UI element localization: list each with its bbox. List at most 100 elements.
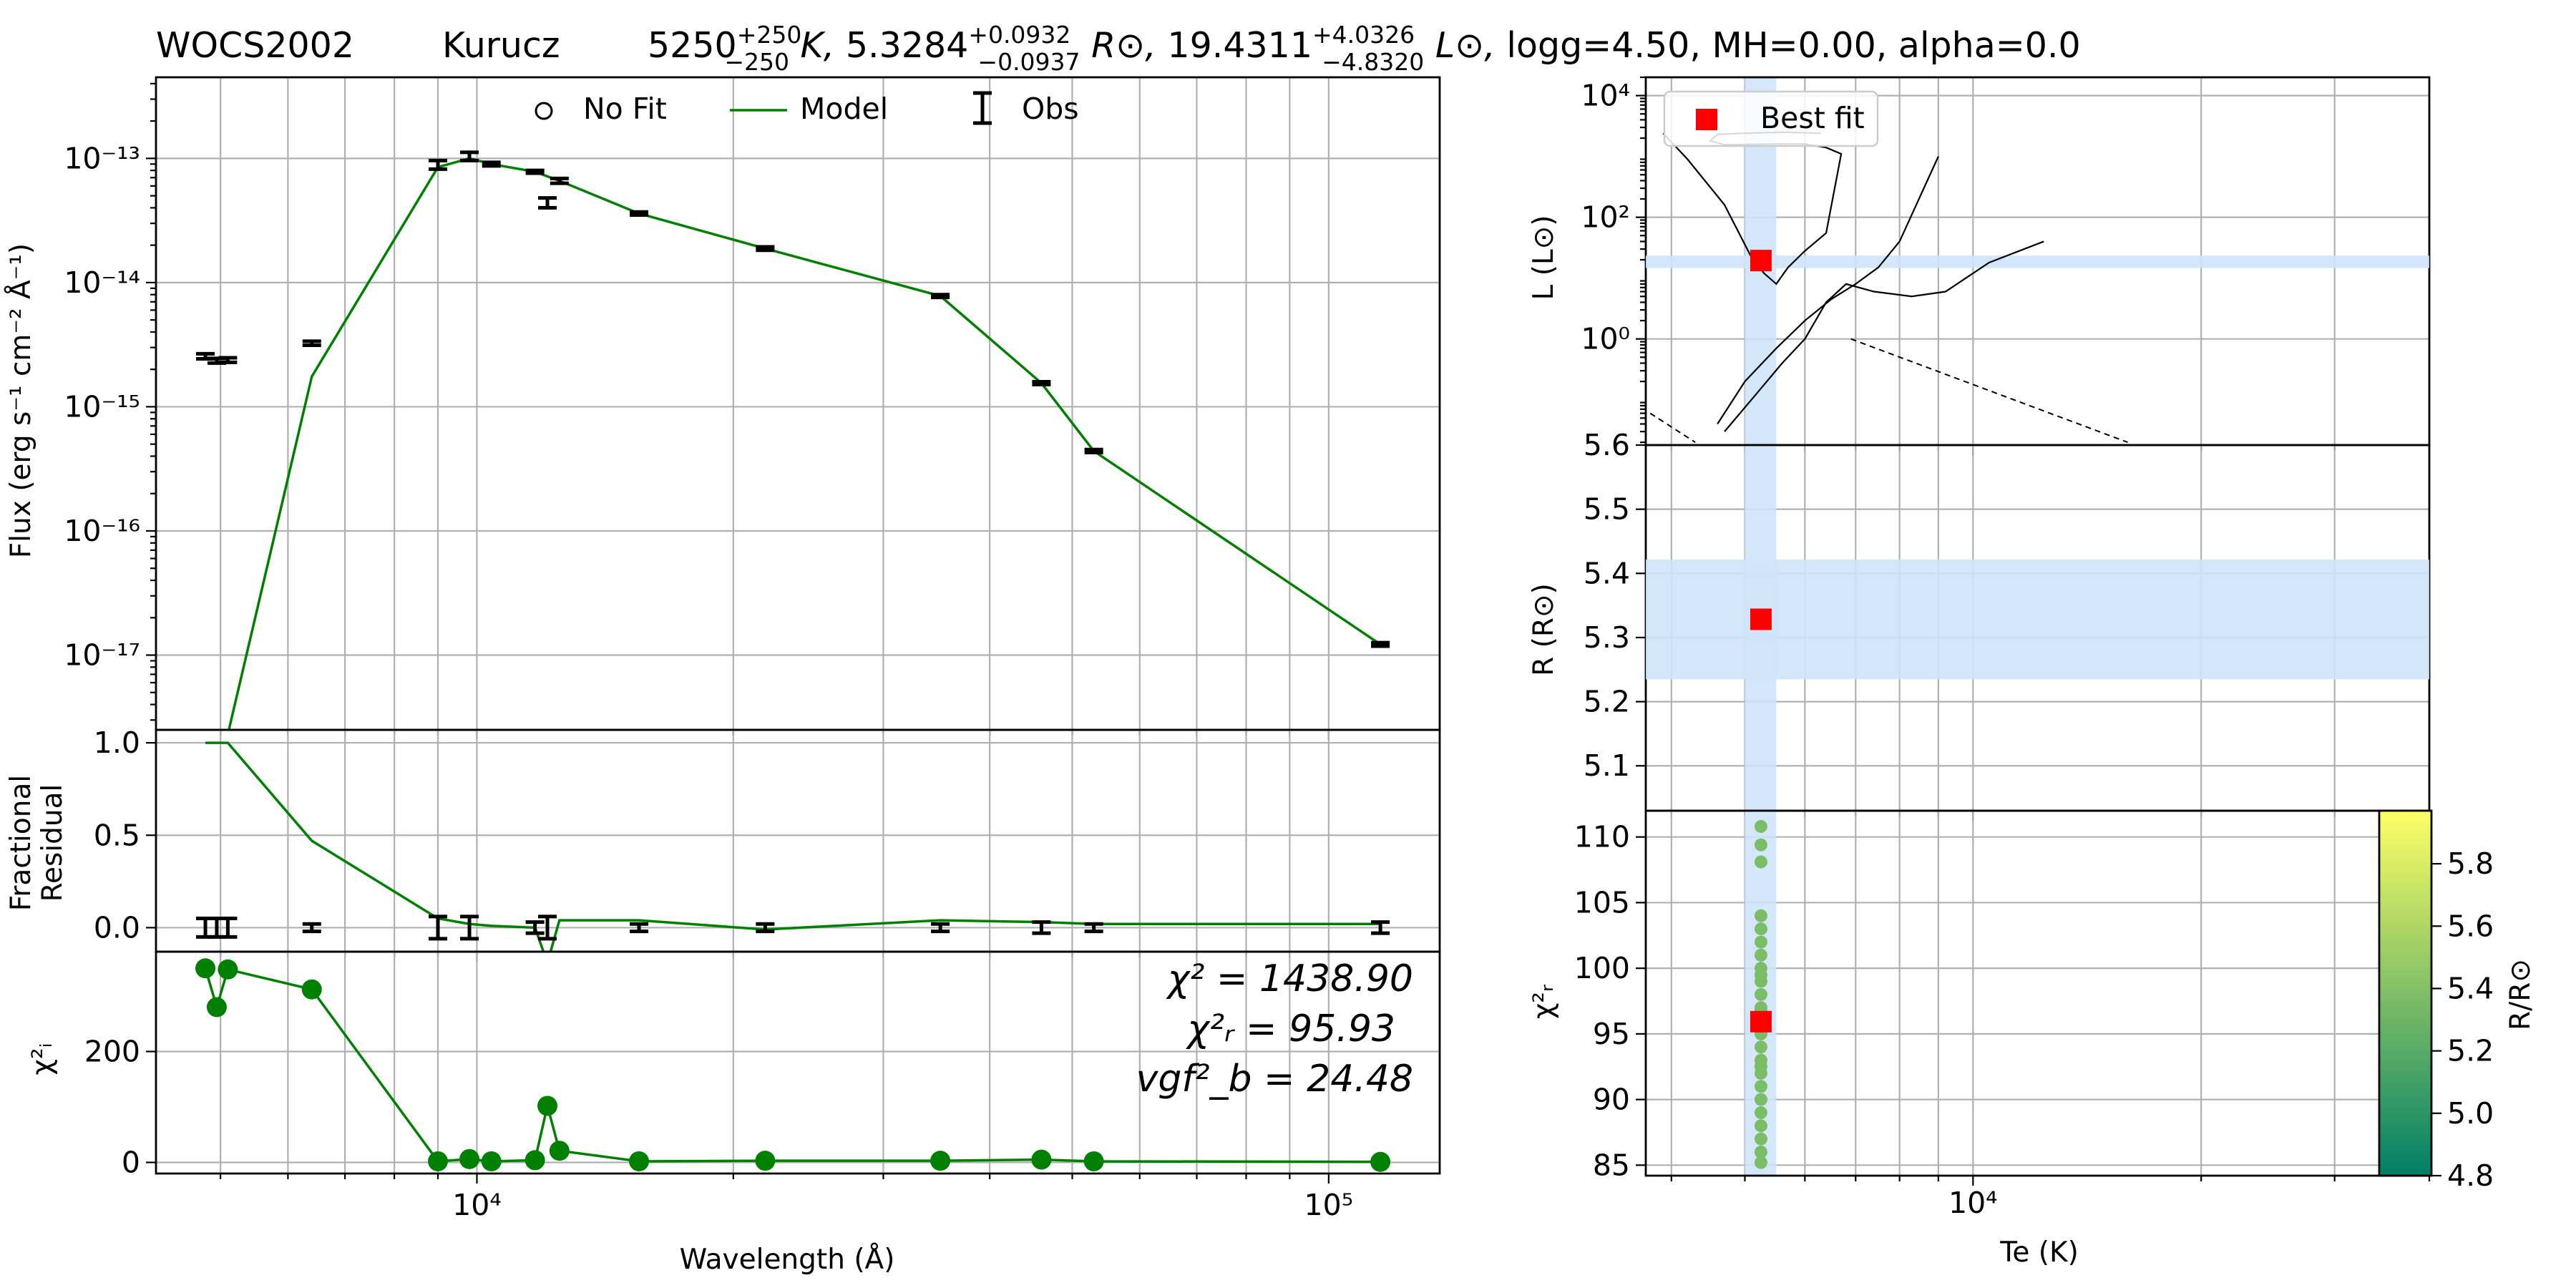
y-tick-label: 5.4 [1584,556,1630,590]
axes-frame [155,950,1441,1175]
dashed-line [1850,338,2128,444]
colorbar-gradient [2378,809,2433,1177]
colorbar-tick-label: 5.4 [2447,971,2494,1005]
residual-point [1371,920,1390,935]
residual-point [460,914,479,941]
residual-point [429,914,448,941]
obs-point [538,196,557,210]
chi2i-point [1083,1151,1104,1171]
residual-y-label-1: Fractional [5,775,37,911]
lum-uncertainty-band [1646,255,2429,268]
residual-point [630,922,649,934]
chi2r-point [1754,987,1767,1001]
radius-panel: 5.1 5.2 5.3 5.4 5.5 5.6 [1584,428,2431,821]
obs-point [525,168,545,175]
title-params: 5250+250 −250 K, 5.3284+0.0932 −0.0937 R⊙,… [648,21,2081,76]
sed-legend: No Fit Model Obs [535,91,1079,126]
residual-line [205,741,1381,952]
chi2i-point [1370,1151,1391,1172]
chi2i-point [525,1150,545,1171]
chi2i-point [549,1141,570,1161]
chi2i-point [459,1148,480,1169]
flux-y-label: Flux (erg s⁻¹ cm⁻² Å⁻¹) [4,243,37,558]
obs-point [931,293,950,300]
chi2i-panel: 0 200 10⁴ 10⁵ [84,950,1441,1222]
residual-point [218,917,238,939]
chi2i-point [629,1151,650,1171]
y-tick-label: 0 [122,1146,140,1180]
y-tick-label: 5.2 [1584,685,1630,719]
obs-point [482,160,501,168]
residual-point [1032,920,1051,935]
chi2r-point [1754,1132,1767,1146]
chi2i-point [1031,1149,1052,1170]
chi2i-y-label: χ²ᵢ [26,1043,59,1075]
legend-bestfit-label: Best fit [1760,101,1865,135]
obs-point [218,356,238,364]
obs-point [550,176,569,185]
colorbar-tick-label: 5.0 [2447,1096,2494,1131]
colorbar-label: R/R⊙ [2504,959,2537,1030]
colorbar-tick-label: 4.8 [2447,1158,2494,1193]
obs-point [1371,640,1390,648]
legend-bestfit-marker [1696,109,1717,130]
y-tick-label: 5.5 [1584,492,1630,527]
chi2r-point [1754,1060,1767,1073]
chi2r-point [1754,820,1767,834]
legend-obs-marker [973,91,992,125]
obs-point [756,245,775,253]
title-star: WOCS2002 [156,25,354,66]
chi2i-point [755,1151,776,1171]
y-tick-label: 0.5 [94,818,140,852]
isochrone-track [1724,240,2044,432]
chi2r-point [1754,1106,1767,1119]
obs-point [429,158,448,171]
x-tick-label: 10⁴ [1948,1186,1998,1220]
y-tick-label: 10⁴ [1581,79,1630,113]
colorbar-tick-label: 5.2 [2447,1034,2494,1068]
chi2i-line [204,967,1381,1163]
chi2r-point [1754,935,1767,949]
fit-stats: χ² = 1438.90 χ²ᵣ = 95.93 vgf²_b = 24.48 [1136,957,1413,1101]
residual-point [525,920,545,935]
y-tick-label: 10² [1581,200,1630,235]
y-tick-label: 85 [1593,1148,1630,1182]
chi2r-y-label: χ²ᵣ [1528,984,1560,1019]
lum-y-label: L (L⊙) [1528,215,1560,301]
stat-chi2r: χ²ᵣ = 95.93 [1185,1008,1395,1050]
chi2r-point [1754,1093,1767,1106]
chi2r-point [1754,909,1767,922]
dashed-line [1649,412,1696,443]
chi2r-point [1754,1145,1767,1158]
y-tick-label: 10⁻¹⁷ [64,638,140,673]
y-tick-label: 10⁻¹⁴ [64,265,140,300]
x-tick-label: 10⁵ [1304,1188,1354,1222]
chi2i-point [301,979,322,1000]
colorbar: 4.8 5.0 5.2 5.4 5.6 5.8 [2378,809,2494,1193]
chi2i-point [428,1151,449,1171]
legend-model-label: Model [800,92,888,126]
chi2r-point [1754,948,1767,962]
y-tick-label: 105 [1574,885,1630,919]
residual-point [931,922,950,934]
hr-legend: Best fit [1663,90,1879,147]
y-tick-label: 10⁻¹³ [64,141,140,175]
obs-point [1032,379,1051,386]
y-tick-label: 1.0 [94,726,140,760]
chi2r-point [1754,855,1767,869]
chi2i-point [206,997,227,1018]
te-x-label: Te (K) [1999,1236,2079,1269]
y-tick-label: 10⁰ [1581,322,1630,356]
isochrone-track [1717,156,1939,425]
rad-y-label: R (R⊙) [1528,583,1560,676]
chi2r-point [1754,922,1767,936]
axes-frame [155,728,1441,953]
chi2r-point [1754,1156,1767,1169]
chi2r-point [1754,1080,1767,1093]
y-tick-label: 0.0 [94,910,140,945]
y-tick-label: 5.6 [1584,428,1630,462]
y-tick-label: 10⁻¹⁵ [64,389,140,424]
residual-point [1084,922,1103,934]
obs-point [460,150,479,162]
chi2r-point [1754,838,1767,852]
